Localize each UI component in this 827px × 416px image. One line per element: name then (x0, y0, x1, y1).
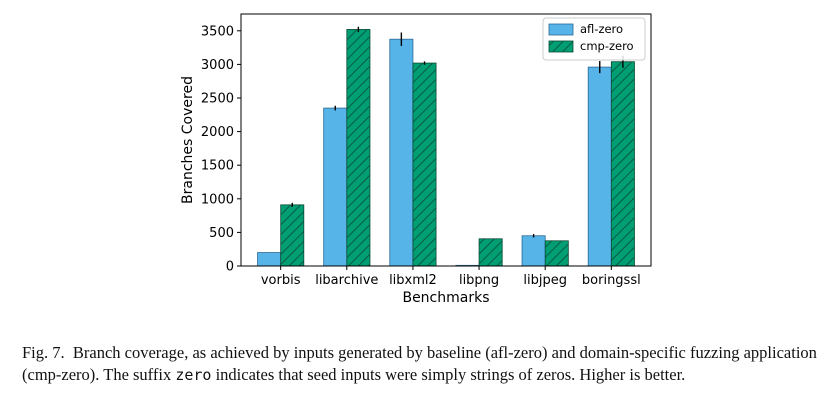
y-tick-label-500: 500 (209, 226, 234, 241)
gridlines (241, 30, 651, 233)
bar-afl-zero-libarchive (323, 107, 348, 267)
caption-text-2: indicates that seed inputs were simply s… (211, 365, 686, 384)
bar-afl-zero-libxml2 (389, 38, 414, 267)
y-axis-label: Branches Covered (180, 76, 196, 204)
plot-frame (240, 13, 652, 267)
figure-caption: Fig. 7. Branch coverage, as achieved by … (22, 342, 822, 386)
x-tick-label-vorbis: vorbis (261, 273, 301, 288)
bar-cmp-zero-libxml2 (412, 62, 437, 267)
x-ticks: vorbis libarchive libxml2 libpng libjpeg bori… (261, 266, 641, 288)
bar-cmp-zero-libpng (478, 238, 503, 267)
legend: afl-zero cmp-zero (542, 17, 646, 61)
x-tick-label-libxml2: libxml2 (389, 273, 437, 288)
legend-swatch-afl-zero (548, 23, 574, 36)
caption-text-1: Branch coverage, as achieved by inputs g… (22, 343, 817, 384)
y-tick-label-1000: 1000 (201, 192, 234, 207)
legend-label-cmp-zero: cmp-zero (580, 39, 634, 53)
bar-afl-zero-boringssl (587, 66, 612, 267)
legend-label-afl-zero: afl-zero (580, 22, 623, 36)
bar-cmp-zero-boringssl (610, 61, 635, 267)
y-tick-label-3000: 3000 (201, 58, 234, 73)
x-tick-label-libarchive: libarchive (315, 273, 378, 288)
bar-chart: 0 500 1000 1500 2000 2500 3000 3500 vorbis libar… (180, 13, 652, 306)
legend-swatch-cmp-zero (548, 40, 574, 53)
x-tick-label-libjpeg: libjpeg (523, 273, 567, 288)
x-axis-label: Benchmarks (402, 290, 489, 306)
bar-afl-zero-libjpeg (521, 235, 546, 267)
bar-cmp-zero-libjpeg (544, 240, 569, 267)
bars (257, 29, 635, 267)
bar-afl-zero-vorbis (257, 252, 282, 267)
y-ticks: 0 500 1000 1500 2000 2500 3000 3500 (201, 24, 241, 275)
y-tick-label-2500: 2500 (201, 92, 234, 107)
bar-cmp-zero-libarchive (346, 29, 371, 267)
y-tick-label-2000: 2000 (201, 125, 234, 140)
x-tick-label-libpng: libpng (459, 273, 499, 288)
y-tick-label-3500: 3500 (201, 24, 234, 39)
caption-code: zero (175, 366, 212, 384)
x-tick-label-boringssl: boringssl (582, 273, 641, 288)
bar-cmp-zero-vorbis (280, 204, 305, 267)
y-tick-label-0: 0 (226, 260, 234, 275)
caption-label: Fig. 7. (22, 343, 65, 362)
y-tick-label-1500: 1500 (201, 159, 234, 174)
